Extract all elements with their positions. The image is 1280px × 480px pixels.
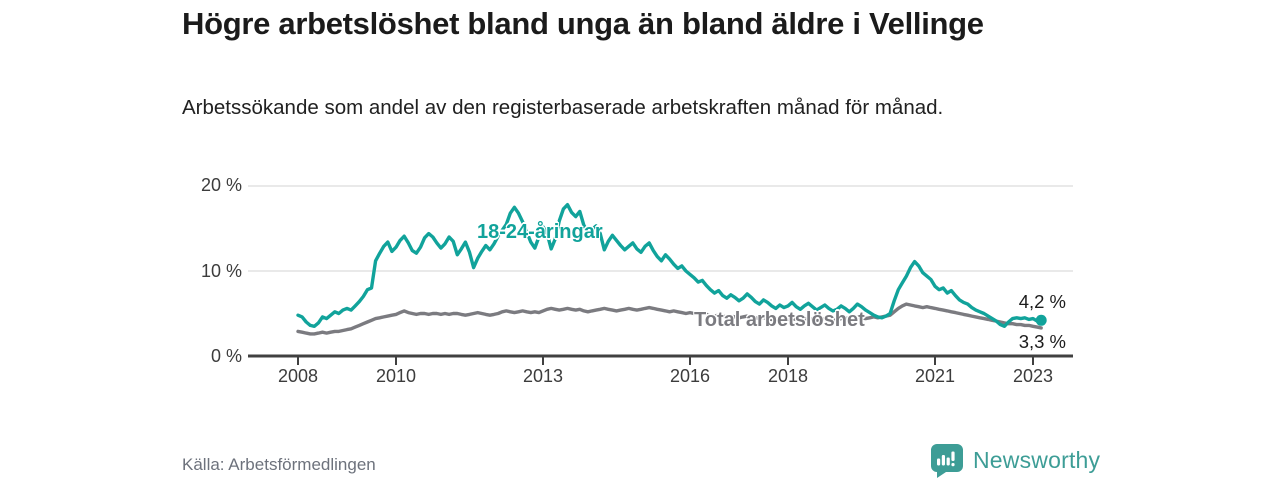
newsworthy-bubble-chart-icon [931, 444, 963, 478]
y-tick-label-20: 20 % [200, 175, 242, 195]
y-tick-label-0: 0 % [210, 346, 242, 366]
series-line-youth-18-24 [296, 202, 1043, 328]
series-line-total [296, 302, 1043, 336]
series-label-youth: 18-24-åringar [477, 221, 603, 243]
page-title: Högre arbetslöshet bland unga än bland ä… [182, 6, 984, 41]
x-tick-label-2010: 2010 [375, 366, 417, 386]
end-value-label-total: 3,3 % [1018, 331, 1066, 352]
x-tick-label-2013: 2013 [522, 366, 564, 386]
x-tick-label-2008: 2008 [277, 366, 319, 386]
end-value-label-youth: 4,2 % [1018, 291, 1066, 312]
x-tick-label-2021: 2021 [914, 366, 956, 386]
x-tick-label-2023: 2023 [1012, 366, 1054, 386]
x-tick-label-2016: 2016 [669, 366, 711, 386]
page-subtitle: Arbetssökande som andel av den registerb… [182, 96, 944, 119]
source-note: Källa: Arbetsförmedlingen [182, 455, 376, 474]
series-label-total: Total arbetslöshet [694, 309, 865, 331]
y-tick-label-10: 10 % [200, 261, 242, 281]
newsworthy-logo: Newsworthy [929, 442, 1100, 478]
newsworthy-wordmark: Newsworthy [973, 446, 1101, 473]
series-end-dot-youth-18-24 [1035, 314, 1047, 326]
x-tick-label-2018: 2018 [767, 366, 809, 386]
